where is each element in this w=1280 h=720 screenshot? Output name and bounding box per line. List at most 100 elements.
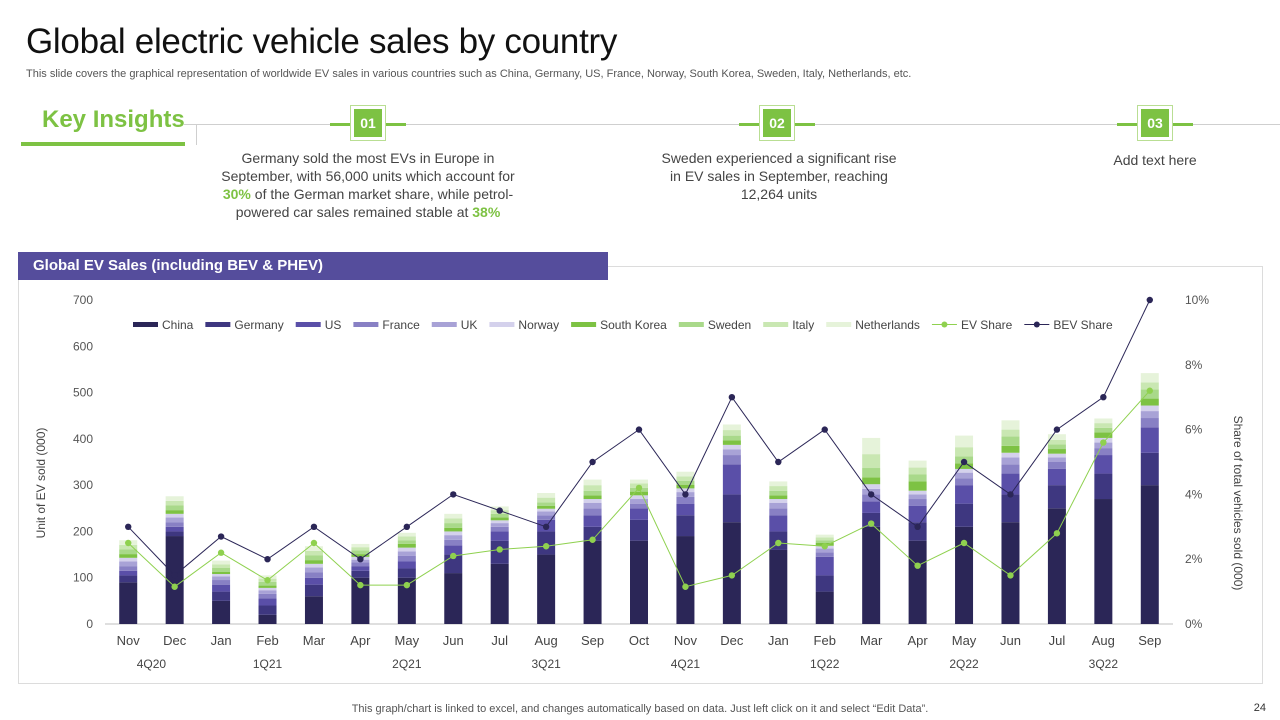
legend-swatch-norway: [489, 322, 515, 327]
bar-sweden: [583, 490, 602, 496]
bar-netherlands: [955, 435, 974, 448]
bar-germany: [722, 494, 741, 523]
bar-uk: [490, 523, 509, 527]
bar-germany: [1140, 452, 1159, 486]
legend-label-norway: Norway: [518, 318, 559, 332]
x-tick-label: Sep: [1138, 633, 1161, 648]
legend-swatch-sweden: [678, 322, 704, 327]
bar-netherlands: [769, 481, 788, 487]
ev-share-point: [635, 484, 643, 492]
insight-3-badge: 03: [1141, 109, 1169, 137]
x-tick-label: Dec: [163, 633, 187, 648]
bar-netherlands: [444, 513, 463, 519]
bar-us: [212, 584, 231, 592]
bev-share-point: [960, 458, 968, 466]
ev-share-point: [589, 536, 596, 543]
bev-share-point: [1007, 491, 1014, 498]
bar-italy: [119, 544, 138, 550]
insight-1-highlight-2: 38%: [472, 204, 501, 220]
bar-south-korea: [304, 560, 323, 564]
bar-us: [304, 577, 323, 585]
bar-france: [676, 496, 695, 504]
bar-italy: [1140, 382, 1159, 390]
bar-germany: [1001, 494, 1020, 523]
y-axis-title: Unit of EV sold (000): [34, 428, 48, 539]
legend-label-netherlands: Netherlands: [855, 318, 920, 332]
bar-norway: [1140, 405, 1159, 412]
bar-us: [583, 515, 602, 527]
bar-uk: [537, 511, 556, 516]
bar-south-korea: [537, 505, 556, 509]
quarter-label: 1Q22: [810, 657, 840, 671]
bar-sweden: [119, 549, 138, 555]
bar-norway: [537, 508, 556, 512]
ev-share-point: [682, 583, 689, 590]
bar-norway: [722, 444, 741, 450]
y-tick-label: 700: [73, 293, 93, 307]
bar-france: [1001, 464, 1020, 474]
bar-france: [490, 526, 509, 532]
bev-share-point: [403, 523, 411, 530]
bar-germany: [351, 570, 370, 578]
bar-italy: [862, 454, 881, 469]
insight-2-badge: 02: [763, 109, 791, 137]
bar-sweden: [908, 474, 927, 482]
ev-share-point: [1053, 530, 1061, 537]
bar-us: [955, 485, 974, 504]
bar-uk: [119, 561, 138, 567]
bar-norway: [908, 490, 927, 495]
ev-share-point: [775, 539, 782, 547]
bar-sweden: [444, 523, 463, 528]
y-tick-label: 600: [73, 339, 93, 353]
bar-netherlands: [722, 424, 741, 431]
bar-germany: [583, 526, 602, 541]
bar-norway: [444, 531, 463, 536]
ev-share-point: [264, 577, 271, 584]
ev-share-point: [310, 539, 318, 547]
bar-us: [1094, 455, 1113, 474]
bar-sweden: [815, 540, 834, 543]
bar-south-korea: [351, 554, 370, 557]
bar-uk: [722, 449, 741, 456]
bar-uk: [815, 548, 834, 553]
legend-label-uk: UK: [461, 318, 478, 332]
bar-china: [908, 540, 927, 624]
bar-us: [1001, 473, 1020, 495]
x-tick-label: May: [952, 633, 977, 648]
bar-france: [769, 508, 788, 516]
bar-us: [119, 570, 138, 576]
bar-uk: [397, 551, 416, 556]
bev-share-point: [1146, 296, 1153, 304]
bar-germany: [258, 605, 277, 615]
bar-uk: [212, 576, 231, 581]
bar-norway: [862, 484, 881, 489]
bar-south-korea: [583, 495, 602, 500]
bar-norway: [165, 513, 184, 518]
legend-swatch-netherlands: [826, 322, 852, 327]
x-tick-label: Jun: [443, 633, 464, 648]
bar-us: [676, 503, 695, 516]
bar-south-korea: [722, 440, 741, 445]
x-tick-label: Oct: [629, 633, 650, 648]
bar-germany: [676, 515, 695, 537]
bar-china: [351, 577, 370, 624]
bar-italy: [212, 564, 231, 568]
legend-swatch-uk: [431, 322, 457, 327]
bar-south-korea: [119, 554, 138, 558]
bev-share-point: [821, 426, 828, 433]
bar-south-korea: [1001, 445, 1020, 453]
y2-tick-label: 4%: [1185, 487, 1203, 501]
bar-netherlands: [304, 546, 323, 551]
bar-uk: [165, 517, 184, 523]
bar-france: [119, 566, 138, 571]
bar-south-korea: [955, 463, 974, 469]
x-tick-label: Nov: [117, 633, 141, 648]
ev-share-point: [960, 539, 968, 547]
insight-2-text: Sweden experienced a significant rise in…: [661, 150, 897, 202]
bar-china: [119, 582, 138, 624]
page-subtitle: This slide covers the graphical represen…: [26, 68, 912, 80]
chart-frame[interactable]: [18, 266, 1263, 684]
bar-italy: [444, 518, 463, 524]
bar-germany: [1094, 473, 1113, 500]
